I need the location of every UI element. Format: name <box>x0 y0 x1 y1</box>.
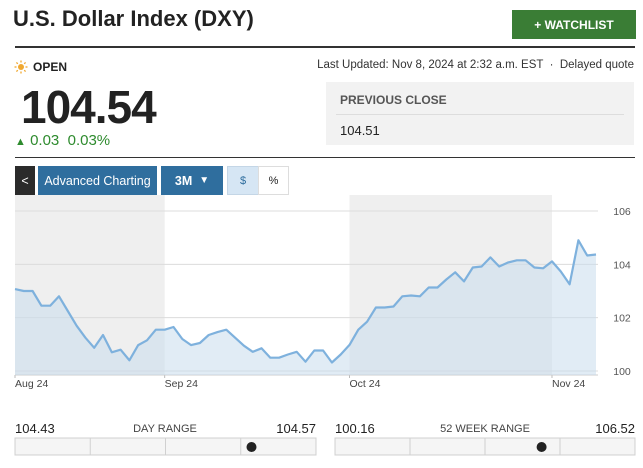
page-title: U.S. Dollar Index (DXY) <box>13 6 254 31</box>
update-info: Last Updated: Nov 8, 2024 at 2:32 a.m. E… <box>317 59 634 71</box>
price: 104.54 <box>21 81 157 133</box>
range-value: 3M <box>174 173 193 188</box>
previous-close-box: PREVIOUS CLOSE 104.51 <box>326 82 634 145</box>
divider <box>15 46 635 48</box>
y-tick-label: 102 <box>613 313 631 325</box>
x-tick-label: Sep 24 <box>165 378 198 390</box>
dollar-toggle[interactable]: $ <box>227 166 259 195</box>
range-dropdown[interactable]: 3M ▼ <box>161 166 223 195</box>
day-range-low: 104.43 <box>15 421 55 436</box>
x-tick-label: Oct 24 <box>350 378 381 390</box>
day-range-high: 104.57 <box>276 421 316 436</box>
sun-icon <box>14 60 28 74</box>
year-range-low: 100.16 <box>335 421 375 436</box>
percent-toggle[interactable]: % <box>258 166 289 195</box>
x-tick-label: Nov 24 <box>552 378 585 390</box>
year-range-high: 106.52 <box>595 421 635 436</box>
last-updated: Last Updated: Nov 8, 2024 at 2:32 a.m. E… <box>317 59 544 71</box>
y-tick-label: 104 <box>613 259 631 271</box>
range-marker <box>536 442 547 452</box>
change-percent: 0.03% <box>67 132 111 149</box>
day-range-label: DAY RANGE <box>133 423 197 435</box>
market-status: OPEN <box>33 60 68 74</box>
back-button[interactable]: < <box>15 166 35 195</box>
range-marker <box>246 442 257 452</box>
year-range-label: 52 WEEK RANGE <box>440 423 530 435</box>
previous-close-label: PREVIOUS CLOSE <box>340 93 447 107</box>
delayed-note: Delayed quote <box>559 59 634 71</box>
area <box>15 240 596 375</box>
y-tick-label: 100 <box>613 366 631 378</box>
y-tick-label: 106 <box>613 206 631 218</box>
x-tick-label: Aug 24 <box>15 378 48 390</box>
divider <box>15 157 635 158</box>
divider <box>336 114 624 115</box>
price-line <box>14 239 597 364</box>
change: ▲ 0.03 0.03% <box>15 132 111 149</box>
watchlist-button[interactable]: + WATCHLIST <box>512 10 636 39</box>
change-value: 0.03 <box>30 132 60 149</box>
advanced-charting-button[interactable]: Advanced Charting <box>38 166 157 195</box>
previous-close: 104.51 <box>340 123 380 138</box>
